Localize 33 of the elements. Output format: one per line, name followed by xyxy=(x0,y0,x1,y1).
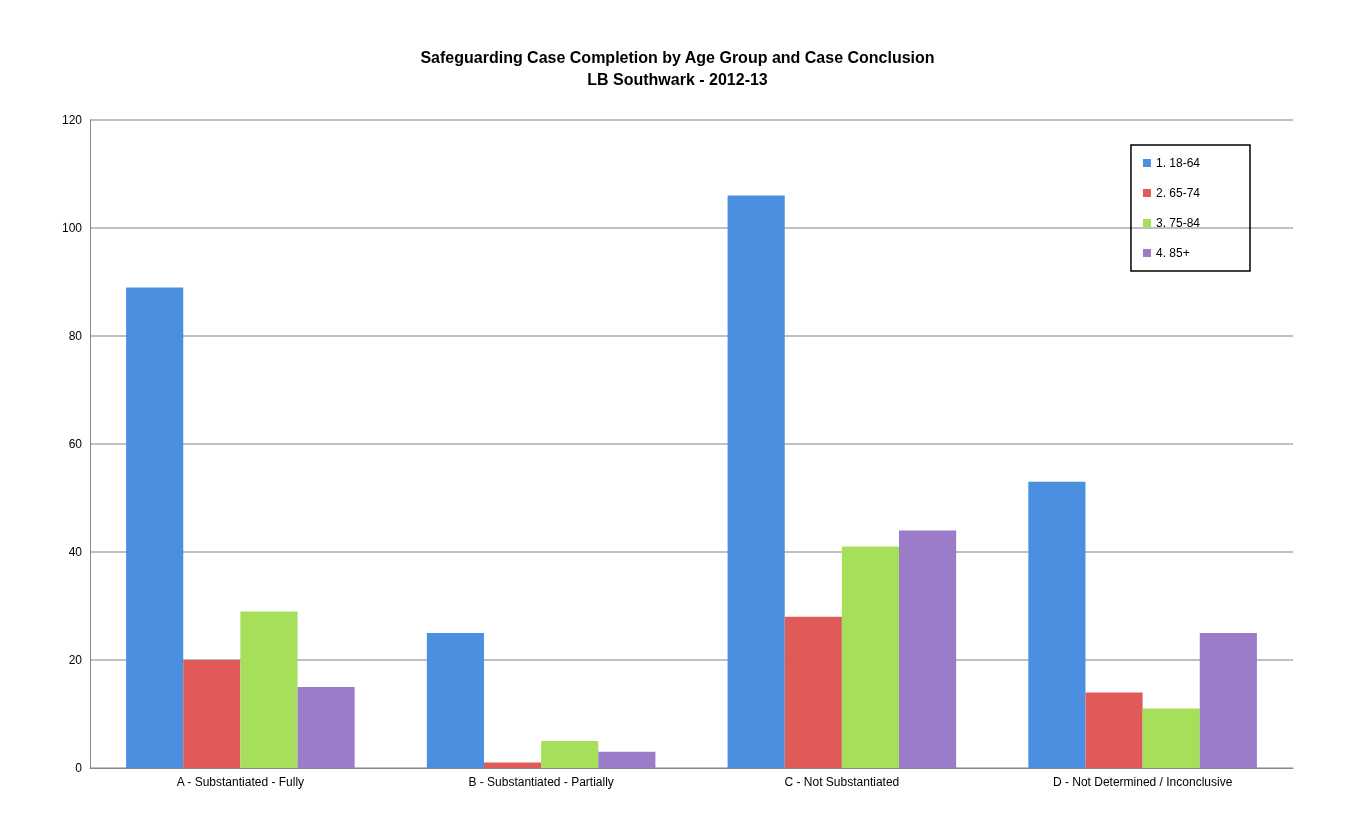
bar xyxy=(240,611,298,768)
x-tick-label: A - Substantiated - Fully xyxy=(176,775,305,789)
chart-subtitle: LB Southwark - 2012-13 xyxy=(587,70,768,88)
y-tick-label: 80 xyxy=(68,329,83,343)
x-tick-label: D - Not Determined / Inconclusive xyxy=(1052,775,1233,789)
bar xyxy=(426,633,484,768)
bar xyxy=(784,616,842,768)
legend-label: 4. 85+ xyxy=(1155,246,1190,260)
bar xyxy=(541,741,599,768)
chart-title: Safeguarding Case Completion by Age Group and Case Conclusion xyxy=(420,48,935,66)
bar xyxy=(183,660,241,768)
bar xyxy=(1085,692,1143,768)
bar xyxy=(1199,633,1257,768)
x-tick-label: B - Substantiated - Partially xyxy=(468,775,614,789)
bar xyxy=(126,287,184,768)
y-tick-label: 20 xyxy=(68,653,83,667)
y-tick-label: 0 xyxy=(75,761,83,775)
y-tick-label: 100 xyxy=(61,221,83,235)
bar xyxy=(841,546,900,768)
bar xyxy=(1142,708,1200,768)
legend-label: 1. 18-64 xyxy=(1155,156,1201,170)
legend-label: 3. 75-84 xyxy=(1155,216,1201,230)
bar xyxy=(899,530,957,768)
bar xyxy=(598,751,656,768)
x-tick-label: C - Not Substantiated xyxy=(784,775,900,789)
y-tick-label: 120 xyxy=(61,113,83,127)
bar xyxy=(727,195,785,768)
bar xyxy=(297,687,355,768)
y-tick-label: 60 xyxy=(68,437,83,451)
bar xyxy=(483,762,542,768)
bar xyxy=(1028,481,1086,768)
y-tick-label: 40 xyxy=(68,545,83,559)
legend-label: 2. 65-74 xyxy=(1155,186,1201,200)
